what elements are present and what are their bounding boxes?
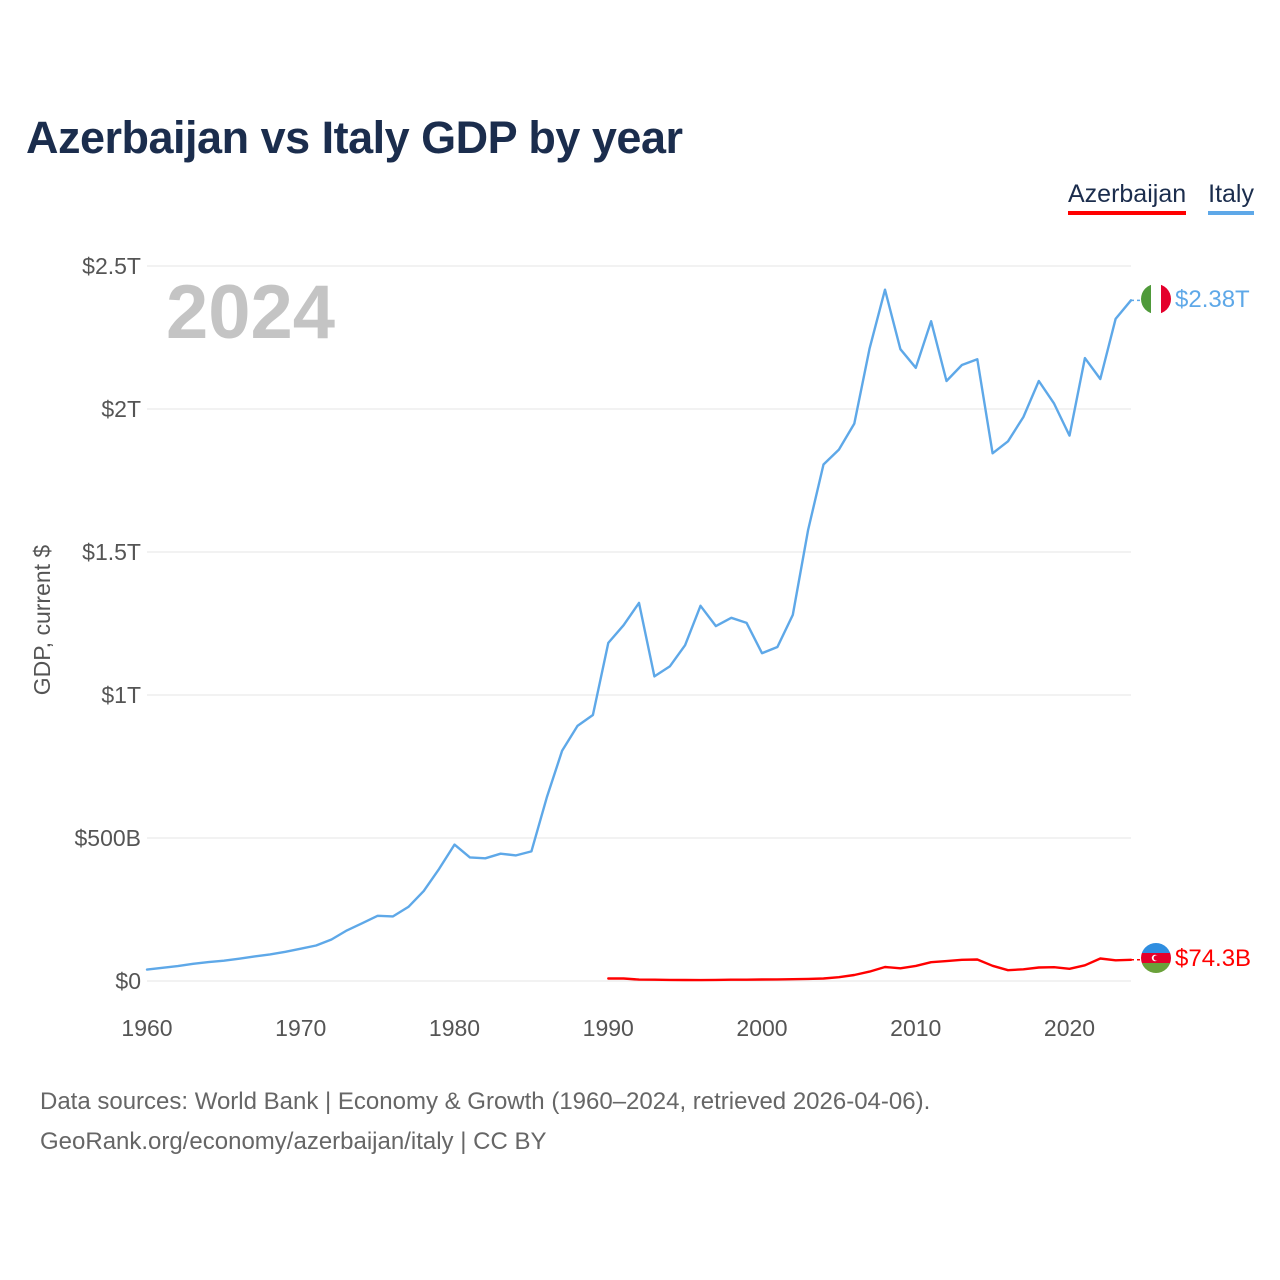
x-tick-label: 1960 [121,1015,172,1041]
y-axis-ticks: $0 $500B $1T $1.5T $2T $2.5T [74,253,141,994]
x-tick-label: 2000 [736,1015,787,1041]
chart-legend: Azerbaijan Italy [1068,180,1254,215]
y-tick-label: $2T [101,396,141,422]
source-line-2[interactable]: GeoRank.org/economy/azerbaijan/italy | C… [40,1128,547,1155]
x-tick-label: 2020 [1044,1015,1095,1041]
italy-end-value: $2.38T [1175,286,1250,313]
series-lines [145,288,1141,982]
x-tick-label: 2010 [890,1015,941,1041]
data-source-note: Data sources: World Bank | Economy & Gro… [40,1082,930,1162]
year-watermark: 2024 [166,270,335,355]
legend-item-italy[interactable]: Italy [1208,180,1254,215]
source-line-1: Data sources: World Bank | Economy & Gro… [40,1088,931,1115]
italy-flag-icon [1141,284,1171,314]
azerbaijan-flag-icon [1141,943,1171,973]
y-tick-label: $0 [115,968,141,994]
x-tick-label: 1980 [429,1015,480,1041]
italy-series-line[interactable] [145,288,1133,971]
grid-lines [147,265,1131,982]
azerbaijan-end-value: $74.3B [1175,945,1251,972]
x-axis-ticks: 1960 1970 1980 1990 2000 2010 2020 [121,1015,1095,1041]
x-tick-label: 1970 [275,1015,326,1041]
legend-item-azerbaijan[interactable]: Azerbaijan [1068,180,1187,215]
azerbaijan-series-line[interactable] [607,957,1133,982]
y-tick-label: $2.5T [82,253,141,279]
y-tick-label: $1.5T [82,539,141,565]
x-tick-label: 1990 [583,1015,634,1041]
y-tick-label: $500B [74,825,141,851]
chart-title: Azerbaijan vs Italy GDP by year [26,112,683,163]
y-tick-label: $1T [101,682,141,708]
y-axis-label: GDP, current $ [29,545,55,696]
